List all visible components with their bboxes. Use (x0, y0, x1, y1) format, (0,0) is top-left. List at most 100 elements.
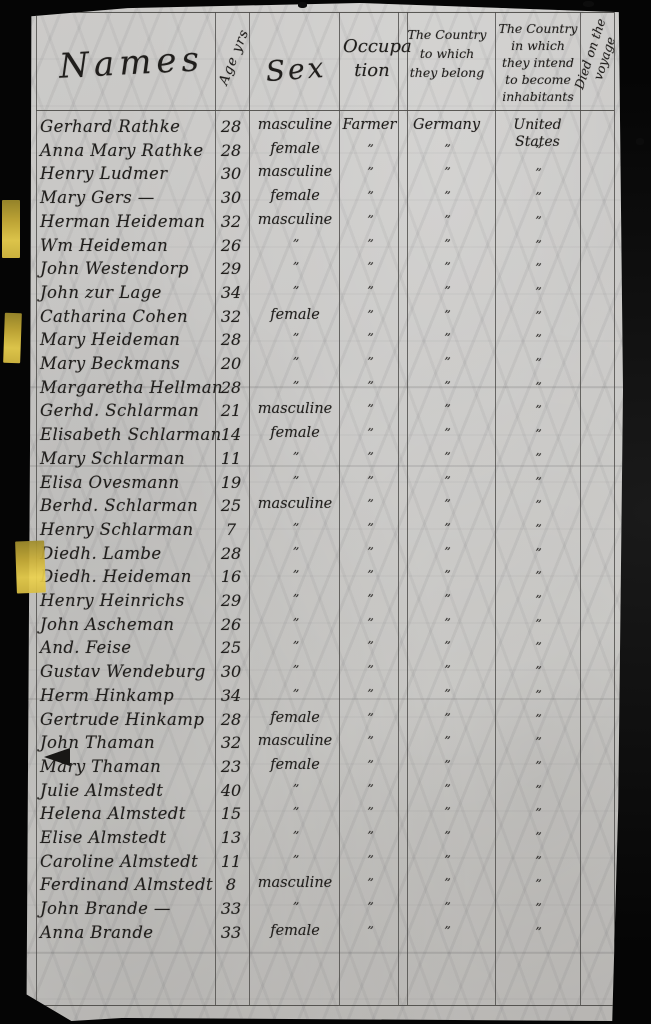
age-cell: 20 (220, 354, 242, 373)
page-edge-mark (44, 748, 70, 766)
age-cell: 13 (220, 828, 242, 847)
occ-cell: ” (365, 851, 374, 867)
age-cell: 11 (220, 448, 242, 468)
column-divider (249, 12, 250, 1005)
name-cell: Elisabeth Schlarman (40, 425, 222, 445)
age-cell: 28 (220, 140, 242, 160)
tape-mark (3, 312, 22, 364)
name-cell: Elisa Ovesmann (40, 472, 180, 492)
occ-cell: ” (365, 709, 374, 725)
header-divider (36, 110, 614, 111)
scan-speck (636, 138, 644, 145)
occ-cell: ” (365, 519, 374, 536)
age-cell: 8 (225, 875, 237, 895)
dest-cell: United States (513, 117, 562, 150)
age-cell: 33 (220, 922, 242, 942)
table-row: Mary Schlarman 11”””” (27, 448, 623, 473)
sex-cell: masculine (257, 496, 333, 513)
column-divider (36, 12, 37, 1005)
name-cell: Mary Gers — (40, 188, 155, 208)
occ-cell: ” (365, 922, 374, 939)
age-cell: 11 (220, 851, 242, 871)
name-cell: Diedh. Heideman (40, 567, 192, 587)
age-cell: 32 (220, 733, 242, 753)
name-cell: Gerhd. Schlarman (40, 401, 200, 421)
occ-cell: ” (365, 164, 374, 180)
occ-cell: ” (365, 543, 374, 559)
age-cell: 34 (220, 282, 242, 302)
occ-cell: ” (365, 875, 374, 891)
table-border-right (614, 12, 615, 1005)
table-row: Gerhard Rathke 28 masculine Farmer Germany Un… (27, 117, 623, 150)
paper-crease (26, 952, 623, 954)
name-cell: Mary Beckmans (40, 354, 181, 373)
occ-cell: ” (365, 685, 374, 702)
name-cell: Herm Hinkamp (40, 685, 175, 705)
table-row: Ferdinand Almstedt 8 masculine””” (27, 875, 623, 899)
table-row: Caroline Almstedt 11”””” (27, 851, 623, 876)
name-cell: Helena Almstedt (40, 804, 186, 824)
name-cell: Gertrude Hinkamp (40, 709, 205, 729)
table-row: Mary Beckmans 20”””” (27, 354, 623, 378)
table-border-bottom (36, 1005, 614, 1006)
column-divider (407, 12, 408, 1005)
occ-cell: ” (365, 140, 374, 156)
age-cell: 14 (220, 425, 242, 445)
age-cell: 28 (220, 330, 242, 350)
table-row: Margaretha Hellman 28”””” (27, 377, 623, 402)
occ-cell: ” (365, 448, 374, 465)
name-cell: Gerhard Rathke (40, 117, 181, 136)
sex-cell: female (270, 756, 320, 773)
name-cell: Mary Thaman (40, 756, 162, 776)
sex-cell: female (270, 922, 320, 939)
occ-cell: ” (365, 235, 374, 251)
table-row: John Brande —33”””” (27, 899, 623, 923)
table-row: Gertrude Hinkamp 28 female””” (27, 709, 623, 734)
age-cell: 25 (220, 496, 242, 516)
name-cell: Herman Heideman (40, 211, 206, 231)
age-cell: 28 (220, 709, 242, 729)
occ-cell: ” (365, 401, 374, 417)
table-row: And. Feise 25”””” (27, 638, 623, 662)
table-row: Diedh. Heideman 16”””” (27, 567, 623, 591)
table-row: Anna Brande 33 female””” (27, 922, 623, 947)
name-cell: Anna Brande (40, 922, 154, 942)
occ-cell: ” (365, 566, 374, 583)
table-row: Henry Schlarman 7”””” (27, 519, 623, 544)
occ-cell: Farmer (342, 117, 397, 133)
name-cell: Ferdinand Almstedt (40, 875, 214, 895)
sex-cell: masculine (257, 875, 333, 892)
table-row: John Thaman 32 masculine””” (27, 733, 623, 757)
table-row: Julie Almstedt 40”””” (27, 780, 623, 805)
paper-crease (26, 698, 623, 700)
occ-cell: ” (365, 614, 374, 630)
name-cell: Anna Mary Rathke (40, 140, 204, 160)
age-cell: 21 (220, 401, 242, 421)
table-row: John Westendorp 29”””” (27, 259, 623, 283)
name-cell: John Ascheman (40, 614, 175, 634)
scan-speck (298, 2, 307, 8)
sex-cell: masculine (257, 211, 333, 228)
name-cell: Henry Ludmer (40, 164, 168, 184)
occ-cell: ” (365, 377, 374, 393)
age-cell: 40 (220, 780, 242, 800)
column-divider (580, 12, 581, 1005)
column-divider (495, 12, 496, 1005)
sex-cell: female (270, 709, 320, 726)
table-row: Berhd. Schlarman 25 masculine””” (27, 496, 623, 520)
table-row: Herman Heideman 32 masculine””” (27, 211, 623, 236)
age-cell: 29 (220, 259, 242, 279)
table-row: Wm Heideman 26”””” (27, 235, 623, 260)
age-cell: 7 (225, 519, 237, 539)
name-cell: Margaretha Hellman (40, 377, 224, 397)
occ-cell: ” (365, 495, 374, 512)
sex-cell: female (270, 188, 320, 205)
scan-speck (583, 1, 594, 7)
name-cell: Gustav Wendeburg (40, 662, 206, 682)
age-cell: 16 (220, 567, 242, 587)
header-country-belong: The Country to which they belong (407, 27, 487, 80)
occ-cell: ” (365, 638, 374, 654)
name-cell: And. Feise (40, 638, 132, 658)
table-row: Elisabeth Schlarman 14 female””” (27, 425, 623, 449)
